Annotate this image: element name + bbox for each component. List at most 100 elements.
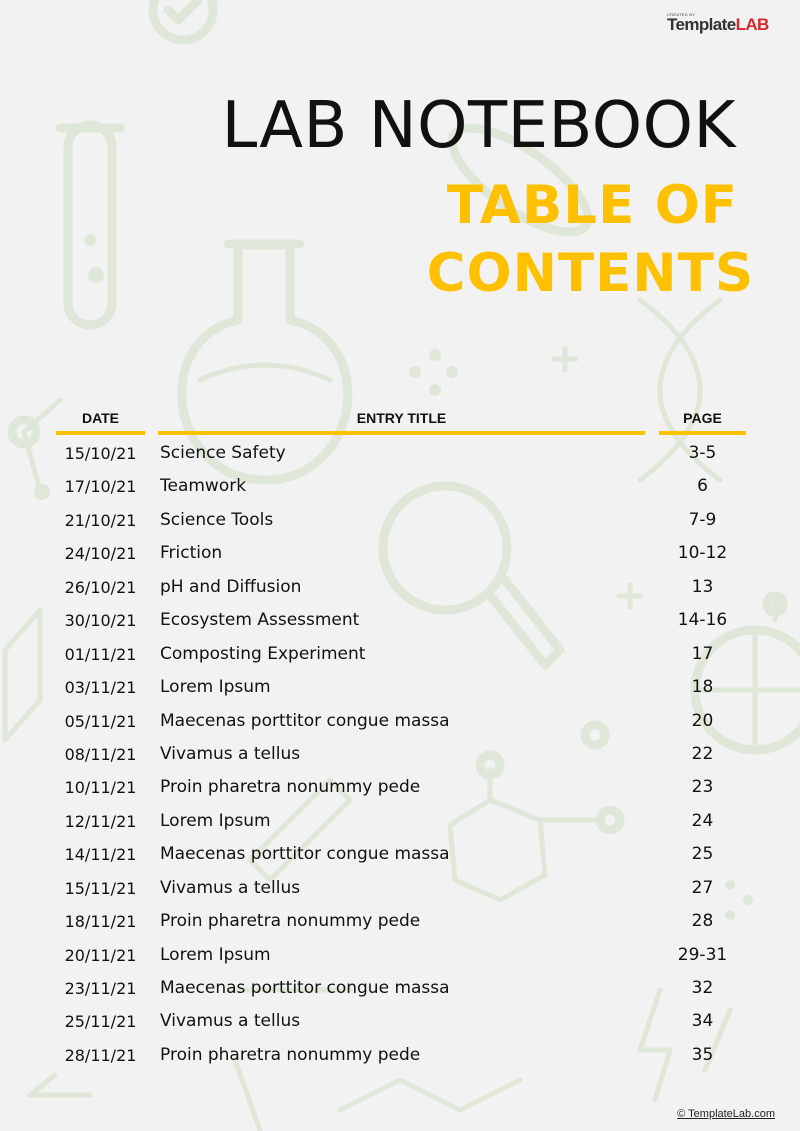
row-page: 13 [691,576,714,597]
atom-icon [447,123,593,237]
row-page: 18 [691,677,714,698]
row-date: 08/11/21 [64,744,137,764]
table-row: 14/11/21 Maecenas porttitor congue massa 2… [56,838,746,871]
logo-lab-text: LAB [735,15,770,34]
row-page: 34 [691,1011,714,1032]
row-page: 24 [691,810,714,831]
row-date: 17/10/21 [64,477,137,497]
row-date: 26/10/21 [64,577,137,597]
row-date: 23/11/21 [64,979,137,998]
logo-created-by: CREATED BY [667,12,696,17]
magnifier-icon [378,481,512,615]
table-header: DATE ENTRY TITLE PAGE [56,405,746,435]
table-row: 30/10/21 Ecosystem Assessment 14-16 [56,604,746,637]
row-entry-title: Science Tools [160,509,274,530]
row-page: 7-9 [688,509,717,530]
dna-icon [637,297,703,483]
row-entry-title: Lorem Ipsum [160,944,271,965]
row-entry-title: Proin pharetra nonummy pede [160,911,421,932]
header-page: PAGE [659,405,746,435]
copyright-link[interactable]: © TemplateLab.com [677,1108,775,1120]
microscope-icon [247,777,353,883]
row-date: 15/10/21 [64,444,137,463]
table-row: 28/11/21 Proin pharetra nonummy pede 35 [56,1039,746,1072]
row-date: 25/11/21 [64,1012,137,1032]
table-row: 05/11/21 Maecenas porttitor congue massa 2… [56,705,746,738]
table-row: 25/11/21 Vivamus a tellus 34 [56,1005,746,1038]
page-subtitle: TABLE OF CONTENTS [427,172,754,308]
row-page: 35 [691,1044,714,1065]
table-row: 15/11/21 Vivamus a tellus 27 [56,872,746,905]
row-date: 03/11/21 [64,678,137,698]
row-date: 01/11/21 [64,644,137,664]
row-entry-title: Vivamus a tellus [160,877,301,898]
row-entry-title: Composting Experiment [160,643,366,664]
table-row: 01/11/21 Composting Experiment 17 [56,638,746,671]
row-date: 30/10/21 [64,611,137,631]
row-page: 29-31 [677,944,728,965]
table-row: 12/11/21 Lorem Ipsum 24 [56,805,746,838]
table-row: 17/10/21 Teamwork 6 [56,470,746,503]
row-page: 20 [691,710,714,731]
header-entry-title: ENTRY TITLE [158,405,645,435]
row-entry-title: pH and Diffusion [160,576,302,597]
check-circle-icon [148,0,218,45]
table-row: 08/11/21 Vivamus a tellus 22 [56,738,746,771]
page-title: LAB NOTEBOOK [221,89,736,163]
row-entry-title: Ecosystem Assessment [160,610,360,631]
row-date: 21/10/21 [64,510,137,530]
header-date: DATE [56,405,145,435]
row-date: 12/11/21 [64,811,137,831]
row-entry-title: Vivamus a tellus [160,1011,301,1032]
row-entry-title: Proin pharetra nonummy pede [160,1044,421,1065]
table-row: 23/11/21 Maecenas porttitor congue massa 3… [56,972,746,1005]
row-page: 23 [691,777,714,798]
logo-template-text: Template [667,15,736,34]
row-page: 27 [691,877,714,898]
table-row: 18/11/21 Proin pharetra nonummy pede 28 [56,905,746,938]
lightning-icon [637,987,673,1103]
row-entry-title: Maecenas porttitor congue massa [160,978,450,998]
table-row: 15/10/21 Science Safety 3-5 [56,437,746,470]
row-date: 10/11/21 [64,778,137,798]
row-page: 28 [691,911,714,932]
row-date: 28/11/21 [64,1045,137,1065]
subtitle-line-1: TABLE OF [446,175,738,236]
row-page: 3-5 [688,443,717,463]
logo-wordmark: TemplateLAB [667,15,769,35]
check-mark-icon [163,0,203,25]
row-entry-title: Proin pharetra nonummy pede [160,777,421,798]
row-entry-title: Maecenas porttitor congue massa [160,844,450,865]
row-entry-title: Science Safety [160,443,286,463]
row-entry-title: Teamwork [160,476,247,497]
row-date: 05/11/21 [64,711,137,731]
row-page: 22 [691,743,714,764]
row-entry-title: Lorem Ipsum [160,677,271,698]
row-page: 25 [691,844,714,865]
row-page: 6 [697,476,708,497]
row-date: 18/11/21 [64,912,137,932]
subtitle-line-2: CONTENTS [426,243,754,304]
row-date: 20/11/21 [64,945,137,965]
row-entry-title: Maecenas porttitor congue massa [160,710,450,731]
molecule-icon [7,415,41,449]
table-row: 26/10/21 pH and Diffusion 13 [56,571,746,604]
row-entry-title: Friction [160,543,223,564]
table-row: 10/11/21 Proin pharetra nonummy pede 23 [56,771,746,804]
templatelab-logo: CREATED BY TemplateLAB [667,12,779,38]
row-page: 17 [691,643,714,664]
table-row: 03/11/21 Lorem Ipsum 18 [56,671,746,704]
flask-icon [177,240,353,485]
table-body: 15/10/21 Science Safety 3-5 17/10/21 Teamwor… [56,437,746,1072]
table-row: 21/10/21 Science Tools 7-9 [56,504,746,537]
row-page: 32 [691,978,714,998]
row-date: 14/11/21 [64,845,137,865]
row-date: 15/11/21 [64,878,137,898]
row-page: 14-16 [677,610,728,631]
row-entry-title: Lorem Ipsum [160,810,271,831]
table-row: 20/11/21 Lorem Ipsum 29-31 [56,939,746,972]
cube-icon [2,607,43,743]
test-tube-icon [63,120,117,330]
row-page: 10-12 [677,543,728,564]
